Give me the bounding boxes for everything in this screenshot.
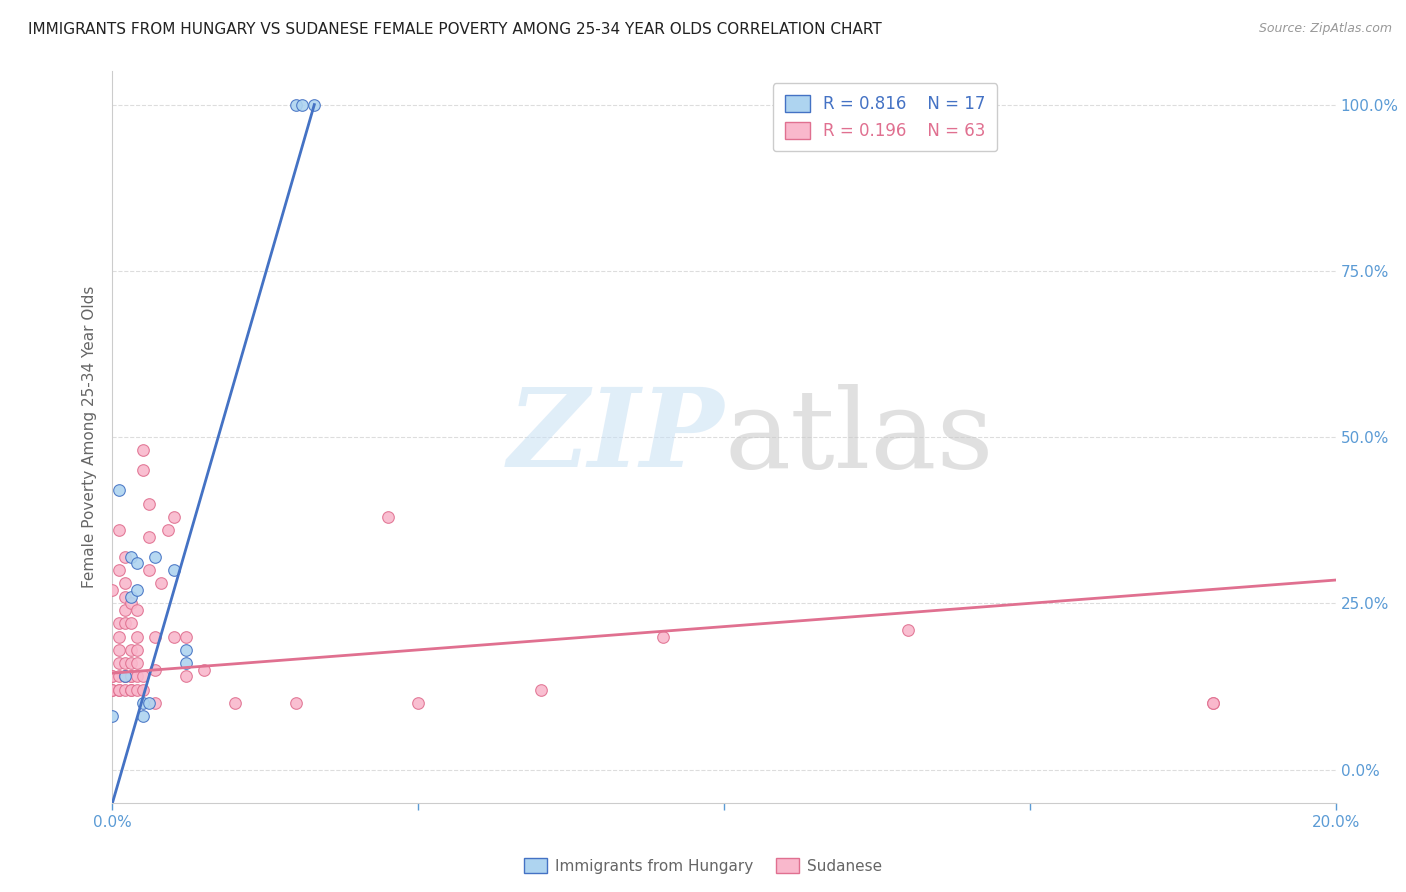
- Point: [143, 663, 166, 677]
- Point: [143, 696, 166, 710]
- Point: [143, 630, 166, 644]
- Point: [163, 509, 186, 524]
- Point: [120, 682, 142, 697]
- Text: ZIP: ZIP: [508, 384, 724, 491]
- Point: [101, 709, 124, 723]
- Y-axis label: Female Poverty Among 25-34 Year Olds: Female Poverty Among 25-34 Year Olds: [82, 286, 97, 588]
- Point: [132, 696, 155, 710]
- Point: [652, 630, 675, 644]
- Point: [120, 616, 142, 631]
- Point: [120, 669, 142, 683]
- Point: [138, 497, 160, 511]
- Point: [101, 682, 124, 697]
- Point: [120, 682, 142, 697]
- Point: [150, 576, 173, 591]
- Point: [132, 443, 155, 458]
- Point: [114, 616, 136, 631]
- Point: [107, 616, 129, 631]
- Point: [174, 630, 197, 644]
- Point: [132, 669, 155, 683]
- Point: [132, 682, 155, 697]
- Point: [114, 590, 136, 604]
- Point: [897, 623, 920, 637]
- Point: [193, 663, 215, 677]
- Point: [107, 630, 129, 644]
- Point: [156, 523, 179, 537]
- Point: [530, 682, 553, 697]
- Point: [107, 563, 129, 577]
- Point: [224, 696, 246, 710]
- Point: [114, 656, 136, 670]
- Point: [125, 643, 148, 657]
- Point: [174, 669, 197, 683]
- Point: [120, 596, 142, 610]
- Legend: R = 0.816    N = 17, R = 0.196    N = 63: R = 0.816 N = 17, R = 0.196 N = 63: [773, 83, 997, 152]
- Point: [174, 643, 197, 657]
- Point: [163, 630, 186, 644]
- Point: [132, 709, 155, 723]
- Point: [107, 669, 129, 683]
- Point: [107, 682, 129, 697]
- Point: [138, 696, 160, 710]
- Point: [125, 669, 148, 683]
- Point: [120, 669, 142, 683]
- Point: [114, 669, 136, 683]
- Text: atlas: atlas: [724, 384, 994, 491]
- Point: [107, 682, 129, 697]
- Point: [114, 669, 136, 683]
- Point: [291, 97, 314, 112]
- Point: [107, 643, 129, 657]
- Point: [114, 603, 136, 617]
- Point: [101, 669, 124, 683]
- Point: [163, 563, 186, 577]
- Point: [120, 590, 142, 604]
- Point: [143, 549, 166, 564]
- Point: [114, 669, 136, 683]
- Point: [120, 549, 142, 564]
- Point: [125, 603, 148, 617]
- Point: [101, 669, 124, 683]
- Point: [125, 630, 148, 644]
- Legend: Immigrants from Hungary, Sudanese: Immigrants from Hungary, Sudanese: [519, 852, 887, 880]
- Point: [125, 682, 148, 697]
- Point: [107, 656, 129, 670]
- Point: [114, 576, 136, 591]
- Point: [101, 682, 124, 697]
- Point: [284, 696, 308, 710]
- Point: [1202, 696, 1225, 710]
- Point: [174, 656, 197, 670]
- Text: Source: ZipAtlas.com: Source: ZipAtlas.com: [1258, 22, 1392, 36]
- Point: [107, 523, 129, 537]
- Point: [138, 530, 160, 544]
- Point: [101, 582, 124, 597]
- Point: [132, 463, 155, 477]
- Point: [107, 483, 129, 498]
- Point: [408, 696, 430, 710]
- Text: IMMIGRANTS FROM HUNGARY VS SUDANESE FEMALE POVERTY AMONG 25-34 YEAR OLDS CORRELA: IMMIGRANTS FROM HUNGARY VS SUDANESE FEMA…: [28, 22, 882, 37]
- Point: [377, 509, 399, 524]
- Point: [114, 549, 136, 564]
- Point: [120, 656, 142, 670]
- Point: [125, 557, 148, 571]
- Point: [284, 97, 308, 112]
- Point: [138, 563, 160, 577]
- Point: [114, 682, 136, 697]
- Point: [125, 656, 148, 670]
- Point: [304, 97, 326, 112]
- Point: [125, 582, 148, 597]
- Point: [1202, 696, 1225, 710]
- Point: [120, 643, 142, 657]
